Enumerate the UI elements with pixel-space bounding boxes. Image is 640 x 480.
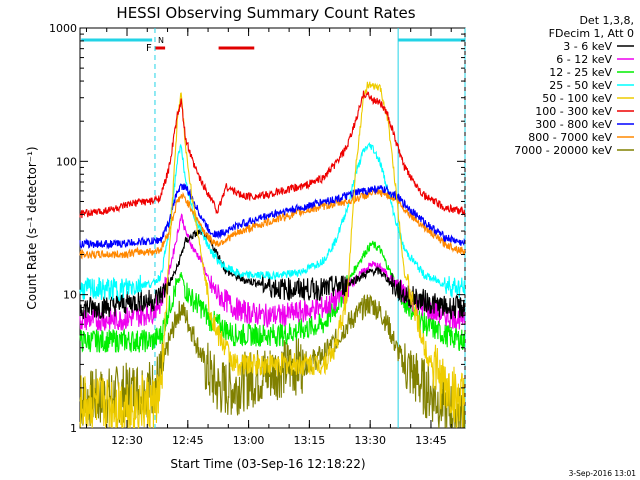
x-axis-label: Start Time (03-Sep-16 12:18:22) bbox=[170, 457, 365, 471]
x-tick-label: 13:15 bbox=[294, 434, 326, 447]
y-tick-label: 1000 bbox=[49, 22, 77, 35]
x-tick-label: 12:45 bbox=[172, 434, 204, 447]
series-layer bbox=[79, 81, 466, 429]
flag-n-label: N bbox=[158, 36, 164, 45]
legend-header-line: Det 1,3,8, bbox=[579, 14, 634, 27]
series-line-5 bbox=[79, 90, 466, 219]
y-tick-label: 10 bbox=[63, 289, 77, 302]
series-line-4 bbox=[79, 81, 466, 429]
x-tick-label: 12:30 bbox=[111, 434, 143, 447]
legend-entry-label: 100 - 300 keV bbox=[535, 105, 612, 118]
flag-f-label: F bbox=[146, 43, 152, 54]
legend-header-line: FDecim 1, Att 0 bbox=[549, 27, 634, 40]
footer-timestamp: 3-Sep-2016 13:01 bbox=[569, 469, 637, 478]
series-line-8 bbox=[79, 293, 466, 429]
flag-layer: FN bbox=[81, 28, 466, 428]
x-tick-label: 13:45 bbox=[415, 434, 447, 447]
x-tick-label: 13:30 bbox=[354, 434, 386, 447]
legend-entry-label: 300 - 800 keV bbox=[535, 118, 612, 131]
series-line-6 bbox=[79, 183, 466, 250]
series-line-7 bbox=[79, 189, 466, 260]
chart-title: HESSI Observing Summary Count Rates bbox=[116, 4, 415, 22]
series-line-0 bbox=[79, 227, 466, 320]
y-axis-label: Count Rate (s⁻¹ detector⁻¹) bbox=[25, 146, 39, 309]
series-line-1 bbox=[79, 213, 466, 332]
legend-entry-label: 3 - 6 keV bbox=[563, 40, 612, 53]
legend-entry-label: 800 - 7000 keV bbox=[528, 131, 612, 144]
legend-entry-label: 7000 - 20000 keV bbox=[514, 144, 612, 157]
y-tick-label: 1 bbox=[70, 422, 77, 435]
legend-entry-label: 12 - 25 keV bbox=[549, 66, 612, 79]
axis-layer: 1 10 100 1000 12:30 12:45 13:00 13:15 13:30 13:45 bbox=[49, 22, 465, 447]
legend-entry-label: 6 - 12 keV bbox=[556, 53, 612, 66]
x-tick-label: 13:00 bbox=[233, 434, 265, 447]
legend-entry-label: 50 - 100 keV bbox=[542, 92, 612, 105]
legend-entry-label: 25 - 50 keV bbox=[549, 79, 612, 92]
y-tick-label: 100 bbox=[56, 155, 77, 168]
